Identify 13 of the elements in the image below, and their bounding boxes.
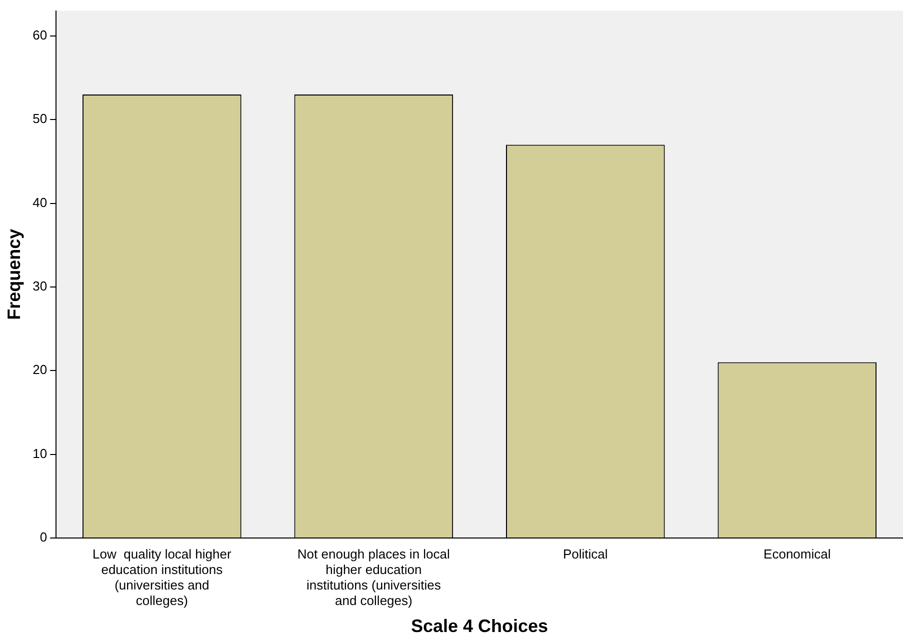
y-tick-label: 40: [32, 194, 48, 210]
y-tick-label: 60: [32, 27, 48, 42]
y-axis-title: Frequency: [4, 228, 24, 320]
x-tick-label: Economical: [764, 546, 831, 562]
y-tick-label: 10: [32, 446, 48, 461]
y-tick-label: 30: [32, 278, 48, 294]
x-axis-title: Scale 4 Choices: [410, 616, 548, 636]
y-tick-label: 50: [32, 111, 48, 126]
x-tick-label: Political: [563, 546, 608, 562]
x-tick-label: Not enough places in local higher education institutions (universities and colleges): [297, 546, 450, 608]
y-tick-label: 0: [40, 530, 48, 545]
x-tick-label: Low quality local higher education institutions (universities and colleges): [92, 546, 232, 608]
y-tick-label: 20: [32, 362, 48, 378]
